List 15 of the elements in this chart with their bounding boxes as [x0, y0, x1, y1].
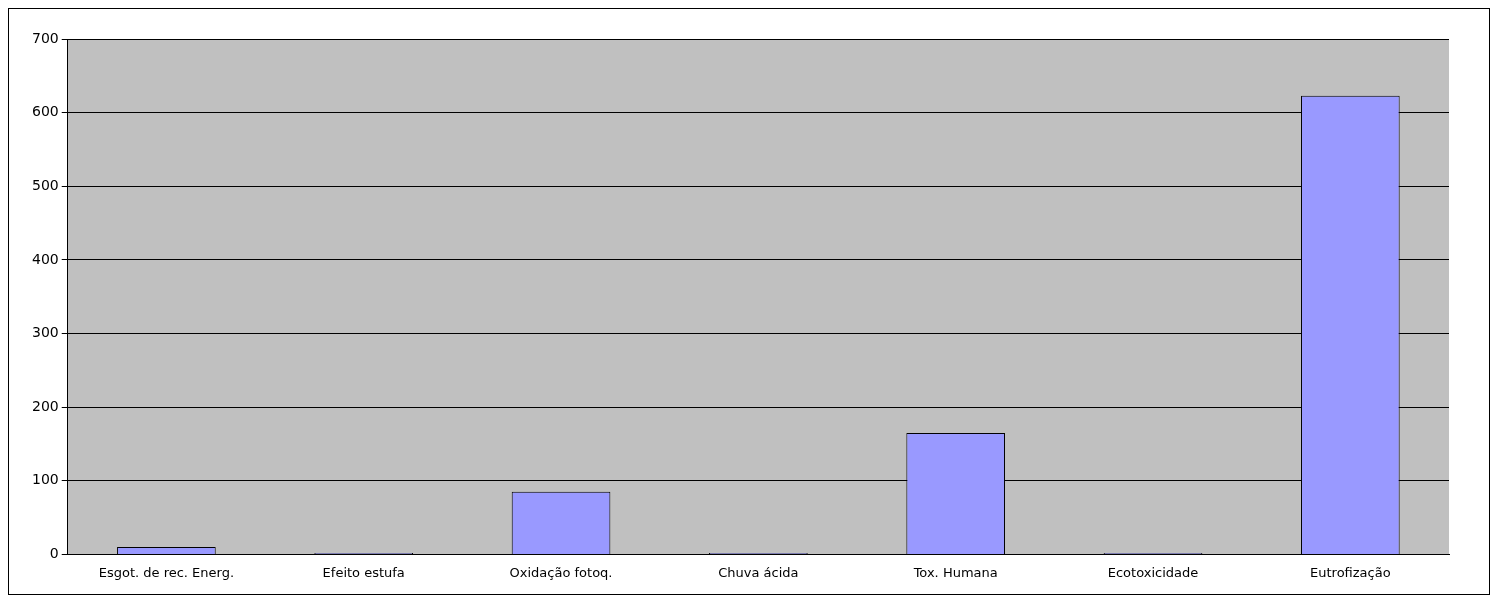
- y-tick-label: 100: [31, 471, 59, 488]
- x-tick-label: Oxidação fotoq.: [509, 564, 613, 580]
- y-tick-label: 0: [49, 545, 59, 562]
- y-tick-label: 700: [31, 29, 59, 46]
- y-tick-label: 400: [31, 250, 59, 267]
- x-tick-label: Tox. Humana: [912, 564, 998, 580]
- x-tick-label: Chuva ácida: [718, 564, 799, 580]
- x-tick-label: Esgot. de rec. Energ.: [98, 564, 235, 580]
- y-tick-label: 200: [31, 397, 59, 414]
- y-tick-label: 600: [31, 103, 59, 120]
- x-tick-label: Eutrofização: [1310, 564, 1391, 580]
- y-tick-label: 500: [31, 176, 59, 193]
- x-tick-label: Efeito estufa: [322, 564, 405, 580]
- x-tick-label: Ecotoxicidade: [1107, 564, 1199, 580]
- y-tick-label: 300: [31, 324, 59, 341]
